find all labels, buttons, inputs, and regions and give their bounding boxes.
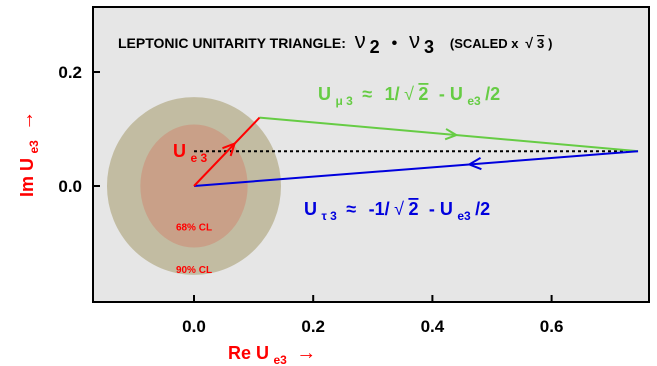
umu3-label-main: U: [318, 84, 331, 104]
utau3-label-tail: /2: [475, 199, 490, 219]
title-nu3: ν: [409, 28, 420, 53]
y-tick-label: 0.2: [58, 63, 82, 82]
title-scaled: (SCALED x: [450, 36, 519, 51]
title-close: ): [548, 36, 552, 51]
x-axis-label-main: Re U: [228, 343, 269, 363]
ue3-arrowhead: [222, 141, 237, 157]
x-tick-label: 0.0: [182, 317, 206, 336]
utau3-label-root: √: [394, 199, 404, 219]
x-tick-label: 0.6: [540, 317, 564, 336]
title-sub3: 3: [424, 37, 434, 57]
umu3-label-tail: /2: [485, 84, 500, 104]
y-tick-label: 0.0: [58, 177, 82, 196]
x-tick-label: 0.4: [421, 317, 445, 336]
umu3-label-sub2: e3: [467, 94, 481, 108]
utau3-label-main: U: [304, 199, 317, 219]
title-root: √: [525, 35, 533, 51]
ue3-label-sub: e 3: [190, 151, 207, 165]
ue3-side: [193, 116, 261, 187]
title-main: LEPTONIC UNITARITY TRIANGLE:: [118, 35, 346, 51]
umu3-side: [259, 116, 639, 153]
ue3-label-main: U: [173, 141, 186, 161]
umu3-label-root: √: [404, 84, 414, 104]
x-axis-label: Re U e3 →: [228, 342, 316, 366]
utau3-label-sub2: e3: [457, 209, 471, 223]
umu3-arrowhead: [444, 128, 459, 141]
utau3-label-two: 2: [408, 199, 418, 219]
ue3-label: U e 3: [173, 141, 207, 165]
utau3-label-rest: -1/: [369, 199, 390, 219]
figure-title: LEPTONIC UNITARITY TRIANGLE: ν 2 • ν 3 (…: [118, 28, 552, 57]
utau3-label-minus: - U: [429, 199, 453, 219]
umu3-label-two: 2: [418, 84, 428, 104]
title-nu2: ν: [355, 28, 366, 53]
y-axis-label-arrow: →: [16, 111, 38, 131]
cl90-label: 90% CL: [176, 265, 212, 276]
umu3-label-sub: μ 3: [335, 94, 353, 108]
umu3-label-approx: ≈: [362, 84, 372, 104]
utau3-label-approx: ≈: [346, 199, 356, 219]
umu3-label-rest: 1/: [385, 84, 400, 104]
y-axis-label-main: Im U: [17, 158, 37, 197]
x-axis-label-sub: e3: [273, 353, 287, 366]
utau3-label: U τ 3 ≈ -1/ √ 2 - U e3 /2: [304, 199, 490, 224]
x-tick-label: 0.2: [301, 317, 325, 336]
cl68-label: 68% CL: [176, 222, 212, 233]
title-sub2: 2: [370, 37, 380, 57]
title-dot: •: [392, 35, 398, 52]
x-axis-label-arrow: →: [296, 342, 316, 364]
utau3-arrowhead: [466, 157, 482, 171]
y-axis-label: Im U e3 →: [16, 111, 42, 197]
utau3-side: [193, 150, 639, 187]
title-three: 3: [537, 36, 544, 51]
umu3-label: U μ 3 ≈ 1/ √ 2 - U e3 /2: [318, 84, 500, 109]
utau3-label-sub: τ 3: [321, 209, 337, 223]
umu3-label-minus: - U: [439, 84, 463, 104]
y-axis-label-sub: e3: [27, 140, 41, 154]
axis-ticks: 0.0 0.2 0.4 0.6 0.0 0.2: [58, 63, 563, 336]
